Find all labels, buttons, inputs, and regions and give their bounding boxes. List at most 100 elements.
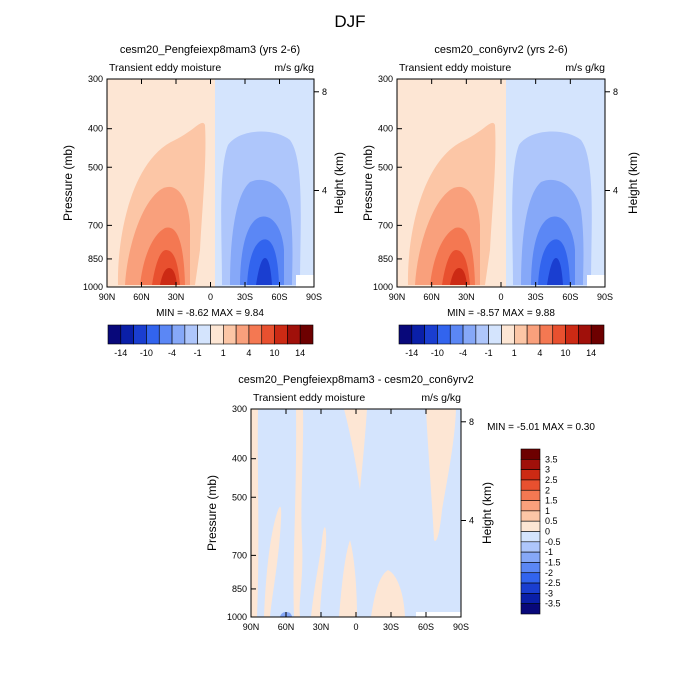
colorbar-swatch: [552, 324, 566, 345]
x-tick-label: 90S: [453, 622, 469, 632]
colorbar-swatch: [520, 469, 541, 481]
colorbar-label: 14: [295, 348, 305, 358]
colorbar-swatch: [520, 479, 541, 491]
colorbar-label: -10: [140, 348, 153, 358]
panel-1-subtitle-right: m/s g/kg: [274, 62, 314, 74]
colorbar-swatch: [520, 562, 541, 574]
colorbar-label: 4: [537, 348, 542, 358]
panel-3-pos-strip-8: [426, 409, 456, 541]
y-right-tick-label: 4: [613, 186, 618, 196]
colorbar-label: -1: [485, 348, 493, 358]
colorbar-label: 2: [545, 485, 550, 495]
panel-1-pos-contour-5: [160, 268, 177, 285]
colorbar-swatch: [488, 324, 502, 345]
y-tick-label: 700: [378, 220, 393, 230]
colorbar-label: 0: [545, 527, 550, 537]
colorbar-label: 10: [270, 348, 280, 358]
colorbar-label: -0.5: [545, 537, 561, 547]
y-tick-label: 1000: [227, 612, 247, 622]
panel-2-neg-contour-5: [547, 258, 563, 285]
colorbar-swatch: [462, 324, 477, 345]
colorbar-swatch: [158, 324, 173, 345]
panel-3-plot-field: [251, 409, 461, 617]
colorbar-swatch: [274, 324, 288, 345]
panel-2-subtitle-right: m/s g/kg: [565, 62, 605, 74]
colorbar-label: -4: [168, 348, 176, 358]
y-tick-label: 1000: [83, 282, 103, 292]
panel-3-stats: MIN = -5.01 MAX = 0.30: [487, 422, 595, 433]
colorbar-swatch: [411, 324, 425, 345]
y-tick-label: 850: [88, 254, 103, 264]
colorbar-label: -4: [459, 348, 467, 358]
panel-3-axes: 90N 60N 30N 0 30S 60S 90S 300 400 500 700 850 1000 8 4: [227, 404, 474, 632]
panel-1: cesm20_Pengfeiexp8mam3 (yrs 2-6) Transie…: [61, 44, 346, 358]
colorbar-swatch: [520, 500, 541, 512]
colorbar-label: -2.5: [545, 578, 561, 588]
colorbar-swatch: [223, 324, 237, 345]
colorbar-label: -1: [545, 547, 553, 557]
x-tick-label: 90S: [306, 292, 322, 302]
panel-3-ylabel: Pressure (mb): [205, 475, 219, 551]
colorbar-swatch: [590, 324, 605, 345]
panel-2-topography-mask: [587, 275, 605, 287]
colorbar-swatch: [520, 551, 541, 563]
panel-1-axes: 90N 60N 30N 0 30S 60S 90S 300 400 500 700 850 1000 8 4: [83, 74, 327, 302]
colorbar-label: -2: [545, 568, 553, 578]
colorbar-label: 0.5: [545, 516, 558, 526]
y-tick-label: 500: [378, 162, 393, 172]
panel-1-subtitle-left: Transient eddy moisture: [109, 62, 221, 74]
colorbar-label: 14: [586, 348, 596, 358]
colorbar-label: -3.5: [545, 599, 561, 609]
y-right-tick-label: 8: [613, 87, 618, 97]
panel-2: cesm20_con6yrv2 (yrs 2-6) Transient eddy…: [361, 44, 640, 358]
y-right-tick-label: 8: [322, 87, 327, 97]
colorbar-swatch: [520, 489, 541, 501]
colorbar-swatch: [107, 324, 122, 345]
colorbar-swatch: [520, 541, 541, 553]
colorbar-swatch: [520, 510, 541, 522]
panel-3-subtitle-right: m/s g/kg: [421, 392, 461, 404]
y-tick-label: 500: [88, 162, 103, 172]
colorbar-swatch: [449, 324, 464, 345]
colorbar-swatch: [424, 324, 438, 345]
y-tick-label: 300: [378, 74, 393, 84]
panel-1-stats: MIN = -8.62 MAX = 9.84: [156, 308, 264, 319]
panel-3-pos-strip-4: [311, 527, 327, 617]
x-tick-label: 30S: [383, 622, 399, 632]
colorbar-swatch: [514, 324, 528, 345]
x-tick-label: 60N: [133, 292, 150, 302]
x-tick-label: 60S: [271, 292, 287, 302]
colorbar-swatch: [520, 448, 541, 460]
x-tick-label: 0: [353, 622, 358, 632]
panel-1-colorbar: -14 -10 -4 -1 1 4 10 14: [107, 324, 314, 358]
panel-3-title: cesm20_Pengfeiexp8mam3 - cesm20_con6yrv2: [238, 374, 473, 386]
panel-1-title: cesm20_Pengfeiexp8mam3 (yrs 2-6): [120, 44, 300, 56]
panel-3-pos-strip-1: [251, 409, 259, 617]
panel-3-pos-strip-2: [264, 506, 282, 617]
y-tick-label: 700: [232, 550, 247, 560]
colorbar-label: 1: [221, 348, 226, 358]
colorbar-label: -14: [405, 348, 418, 358]
x-tick-label: 30S: [237, 292, 253, 302]
colorbar-swatch: [526, 324, 541, 345]
colorbar-label: -3: [545, 588, 553, 598]
colorbar-swatch: [475, 324, 489, 345]
y-tick-label: 400: [378, 124, 393, 134]
panel-2-stats: MIN = -8.57 MAX = 9.88: [447, 308, 555, 319]
colorbar-swatch: [171, 324, 186, 345]
panel-3-pos-strip-3: [293, 409, 304, 617]
colorbar-label: 1: [545, 506, 550, 516]
x-tick-label: 60N: [423, 292, 440, 302]
panel-2-axes: 90N 60N 30N 0 30S 60S 90S 300 400 500 700 850 1000 8 4: [373, 74, 618, 302]
panel-3-ylabel-right: Height (km): [480, 482, 494, 544]
y-tick-label: 400: [88, 124, 103, 134]
x-tick-label: 30N: [313, 622, 330, 632]
y-tick-label: 700: [88, 220, 103, 230]
colorbar-swatch: [520, 572, 541, 584]
panel-3-pos-strip-6: [339, 540, 357, 617]
colorbar-swatch: [120, 324, 134, 345]
colorbar-swatch: [520, 459, 541, 470]
panel-2-ylabel: Pressure (mb): [361, 145, 375, 221]
panel-2-colorbar: -14 -10 -4 -1 1 4 10 14: [398, 324, 605, 358]
colorbar-label: 10: [561, 348, 571, 358]
